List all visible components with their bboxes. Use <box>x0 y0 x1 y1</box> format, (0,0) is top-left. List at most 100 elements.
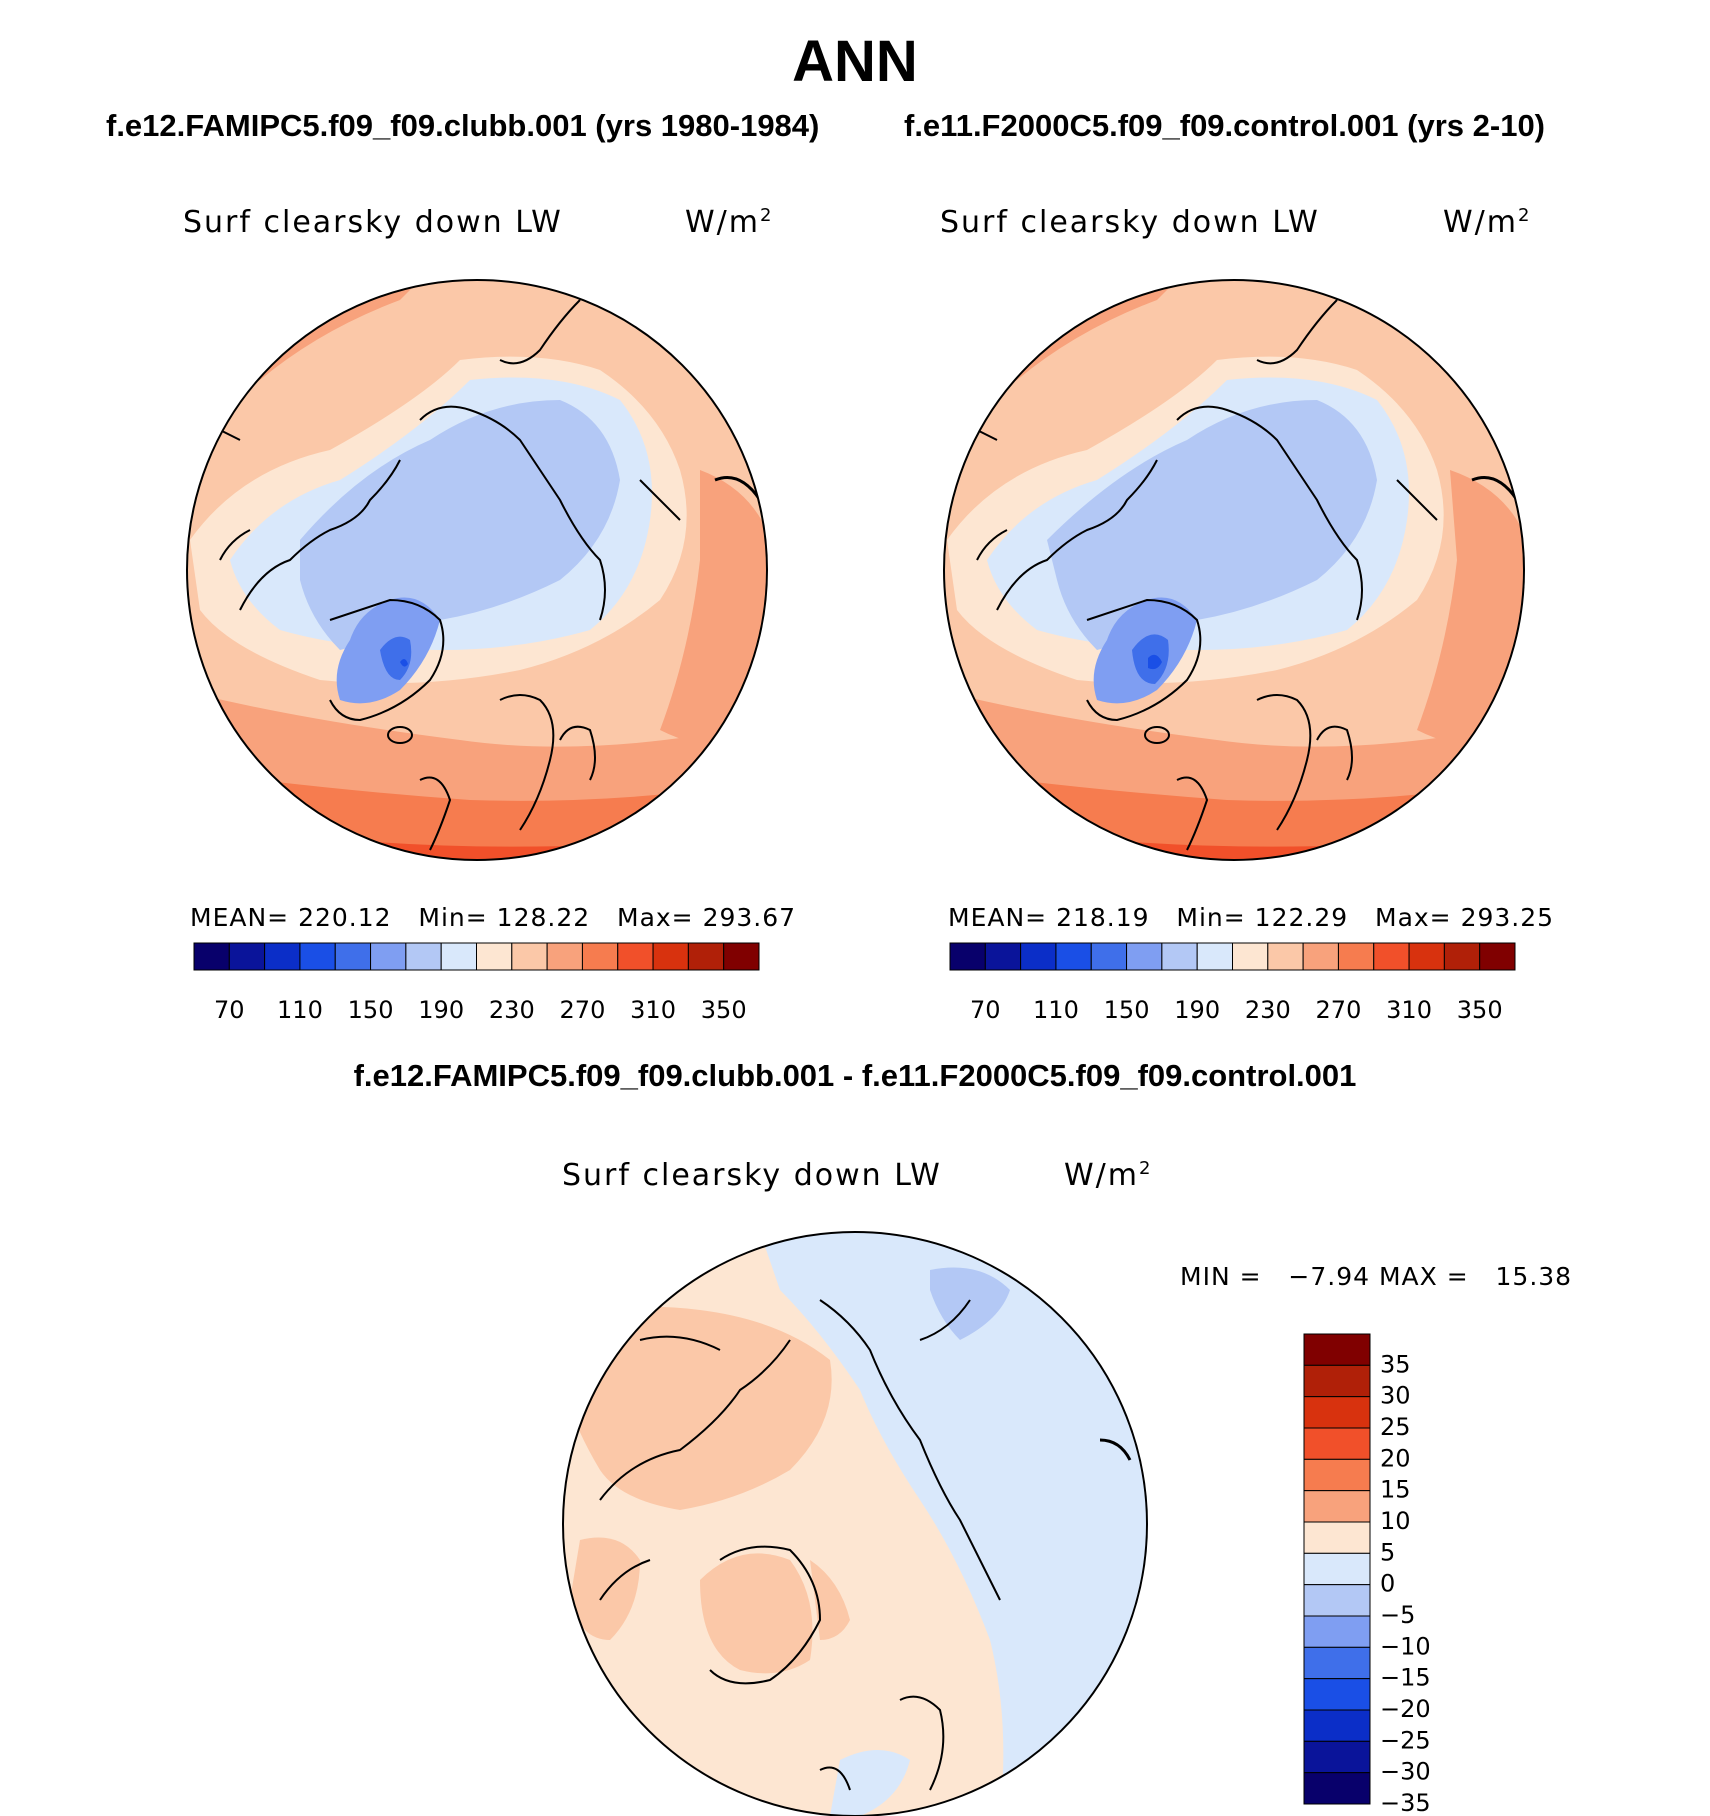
difference-colorbar-tick-label: −30 <box>1380 1758 1431 1786</box>
difference-colorbar-box <box>1303 1490 1371 1523</box>
difference-colorbar-tick-label: 15 <box>1380 1476 1411 1504</box>
difference-colorbar-tick-label: 10 <box>1380 1507 1411 1535</box>
panel2-colorbar-tick-label: 270 <box>1316 996 1362 1024</box>
panel1-colorbar-box <box>687 942 725 971</box>
panel2-colorbar: 70 110 150 190 230 270 310 350 <box>949 942 1516 1024</box>
panel2-colorbar-box <box>1302 942 1339 971</box>
panel1-variable-label: Surf clearsky down LW <box>183 205 563 240</box>
panel2-colorbar-box <box>1232 942 1269 971</box>
panel1-colorbar-tick-label: 270 <box>560 996 606 1024</box>
panel1-colorbar-box <box>581 942 619 971</box>
panel2-colorbar-tick-label: 110 <box>1033 996 1079 1024</box>
panel2-colorbar-tick-label: 230 <box>1245 996 1291 1024</box>
difference-colorbar: 35 30 25 20 15 10 5 0 −5 −10 −15 −20 −25 −30 −35 <box>1303 1333 1431 1816</box>
panel2-colorbar-box <box>1267 942 1304 971</box>
figure-title: ANN <box>792 29 918 94</box>
difference-colorbar-box <box>1303 1772 1371 1805</box>
difference-variable-label: Surf clearsky down LW <box>562 1158 942 1193</box>
panel2-colorbar-tick-label: 150 <box>1104 996 1150 1024</box>
difference-title: f.e12.FAMIPC5.f09_f09.clubb.001 - f.e11.… <box>353 1058 1357 1093</box>
panel1-colorbar-tick-label: 350 <box>701 996 747 1024</box>
panel2-colorbar-tick-label: 310 <box>1386 996 1432 1024</box>
panel1-colorbar-tick-label: 310 <box>630 996 676 1024</box>
difference-colorbar-tick-label: −20 <box>1380 1695 1431 1723</box>
difference-minmax: MIN = −7.94 MAX = 15.38 <box>1180 1262 1573 1291</box>
panel1-colorbar-box <box>511 942 548 971</box>
panel1-units-label: W/m2 <box>685 205 772 240</box>
difference-max-value: 15.38 <box>1495 1262 1573 1291</box>
difference-min-value: −7.94 <box>1288 1262 1371 1291</box>
panel2-map-border <box>943 279 1525 861</box>
panel1-colorbar-box <box>440 942 477 971</box>
panel2-stats: MEAN= 218.19 Min= 122.29 Max= 293.25 <box>948 903 1555 932</box>
difference-colorbar-tick-label: −5 <box>1380 1601 1415 1629</box>
panel1-colorbar-box <box>370 942 407 971</box>
panel1-colorbar-box <box>476 942 513 971</box>
difference-colorbar-tick-label: −25 <box>1380 1726 1431 1754</box>
panel2-units-label: W/m2 <box>1443 205 1530 240</box>
panel1-colorbar-box <box>723 942 760 971</box>
difference-colorbar-tick-label: 30 <box>1380 1382 1411 1410</box>
panel2-colorbar-box <box>984 942 1022 971</box>
difference-colorbar-box <box>1303 1552 1371 1586</box>
panel1-colorbar-box <box>228 942 266 971</box>
panel2-colorbar-box <box>949 942 986 971</box>
panel2-colorbar-tick-label: 190 <box>1174 996 1220 1024</box>
panel2-variable-label: Surf clearsky down LW <box>940 205 1320 240</box>
panel1-colorbar-box <box>617 942 654 971</box>
panel2-colorbar-box <box>1196 942 1233 971</box>
difference-colorbar-box <box>1303 1333 1371 1366</box>
difference-colorbar-tick-label: 5 <box>1380 1538 1395 1566</box>
difference-colorbar-box <box>1303 1709 1371 1742</box>
panel2-colorbar-box <box>1020 942 1057 971</box>
panel1-colorbar-box <box>193 942 230 971</box>
panel2-colorbar-box <box>1443 942 1481 971</box>
panel1-stats: MEAN= 220.12 Min= 128.22 Max= 293.67 <box>190 903 797 932</box>
panel1-colorbar-tick-label: 190 <box>418 996 464 1024</box>
difference-colorbar-tick-label: −15 <box>1380 1664 1431 1692</box>
difference-colorbar-box <box>1303 1615 1371 1648</box>
panel2-colorbar-tick-label: 70 <box>970 996 1001 1024</box>
difference-colorbar-box <box>1303 1740 1371 1774</box>
panel2-colorbar-box <box>1337 942 1375 971</box>
panel1-colorbar-box <box>652 942 689 971</box>
difference-colorbar-box <box>1303 1458 1371 1492</box>
difference-map-border <box>562 1231 1148 1816</box>
panel1-colorbar-tick-label: 150 <box>348 996 394 1024</box>
panel2-colorbar-box <box>1161 942 1198 971</box>
panel1-colorbar-tick-label: 230 <box>489 996 535 1024</box>
panel1-min-value: 128.22 <box>496 903 591 932</box>
panel2-map <box>944 280 1524 860</box>
panel1-colorbar-box <box>299 942 336 971</box>
panel1-colorbar-box <box>334 942 372 971</box>
panel1-colorbar-tick-label: 110 <box>277 996 323 1024</box>
panel2-colorbar-box <box>1126 942 1163 971</box>
difference-colorbar-box <box>1303 1678 1371 1711</box>
panel1-colorbar-tick-label: 70 <box>214 996 245 1024</box>
panel2-colorbar-box <box>1408 942 1445 971</box>
difference-colorbar-box <box>1303 1646 1371 1680</box>
difference-colorbar-tick-label: 25 <box>1380 1413 1411 1441</box>
panel2-case-title: f.e11.F2000C5.f09_f09.control.001 (yrs 2… <box>904 108 1546 143</box>
panel1-max-value: 293.67 <box>702 903 797 932</box>
difference-colorbar-box <box>1303 1521 1371 1554</box>
panel2-mean-value: 218.19 <box>1056 903 1150 932</box>
panel1-colorbar-box <box>546 942 583 971</box>
panel2-colorbar-tick-label: 350 <box>1457 996 1503 1024</box>
panel2-min-value: 122.29 <box>1254 903 1349 932</box>
difference-colorbar-tick-label: −35 <box>1380 1789 1431 1816</box>
difference-colorbar-box <box>1303 1396 1371 1429</box>
panel2-colorbar-box <box>1373 942 1410 971</box>
difference-colorbar-tick-label: −10 <box>1380 1632 1431 1660</box>
panel1-colorbar: 70 110 150 190 230 270 310 350 <box>193 942 760 1024</box>
difference-colorbar-box <box>1303 1584 1371 1617</box>
panel2-colorbar-box <box>1479 942 1516 971</box>
difference-colorbar-tick-label: 35 <box>1380 1350 1411 1378</box>
panel2-colorbar-box <box>1055 942 1092 971</box>
difference-map <box>563 1232 1147 1816</box>
panel2-max-value: 293.25 <box>1460 903 1555 932</box>
difference-units-label: W/m2 <box>1064 1158 1151 1193</box>
panel1-colorbar-box <box>264 942 301 971</box>
difference-colorbar-tick-label: 20 <box>1380 1444 1411 1472</box>
